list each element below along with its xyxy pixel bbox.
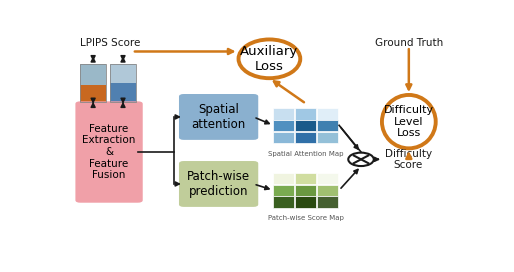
Bar	[80, 85, 106, 102]
Text: Difficulty
Level
Loss: Difficulty Level Loss	[384, 105, 434, 138]
Text: Patch-wise
prediction: Patch-wise prediction	[187, 170, 250, 198]
Bar	[273, 185, 295, 196]
Bar	[273, 109, 295, 120]
Bar	[317, 132, 338, 143]
Text: LPIPS Score: LPIPS Score	[80, 38, 140, 48]
Bar	[273, 120, 295, 131]
Bar	[295, 196, 316, 208]
Text: Ground Truth: Ground Truth	[375, 38, 443, 48]
Bar	[295, 185, 316, 196]
Text: Spatial Attention Map: Spatial Attention Map	[268, 151, 344, 157]
Bar	[110, 64, 136, 102]
Bar	[317, 185, 338, 196]
Circle shape	[348, 153, 374, 166]
Text: Auxiliary
Loss: Auxiliary Loss	[240, 45, 299, 73]
Bar	[110, 64, 136, 83]
Text: Feature
Extraction
&
Feature
Fusion: Feature Extraction & Feature Fusion	[82, 124, 136, 180]
FancyBboxPatch shape	[76, 101, 143, 203]
FancyBboxPatch shape	[179, 161, 258, 207]
Text: Spatial
attention: Spatial attention	[192, 103, 246, 131]
Ellipse shape	[382, 95, 436, 148]
Bar	[273, 132, 295, 143]
Bar	[80, 64, 106, 85]
Bar	[317, 120, 338, 131]
Bar	[317, 196, 338, 208]
Bar	[295, 120, 316, 131]
Bar	[295, 109, 316, 120]
Bar	[273, 196, 295, 208]
Bar	[295, 132, 316, 143]
FancyBboxPatch shape	[179, 94, 258, 140]
Bar	[273, 174, 295, 184]
Ellipse shape	[238, 39, 300, 78]
Bar	[295, 174, 316, 184]
Bar	[317, 109, 338, 120]
Bar	[80, 64, 106, 102]
Bar	[317, 174, 338, 184]
Text: Difficulty
Score: Difficulty Score	[385, 149, 432, 170]
Text: Patch-wise Score Map: Patch-wise Score Map	[268, 215, 344, 221]
Bar	[110, 83, 136, 102]
